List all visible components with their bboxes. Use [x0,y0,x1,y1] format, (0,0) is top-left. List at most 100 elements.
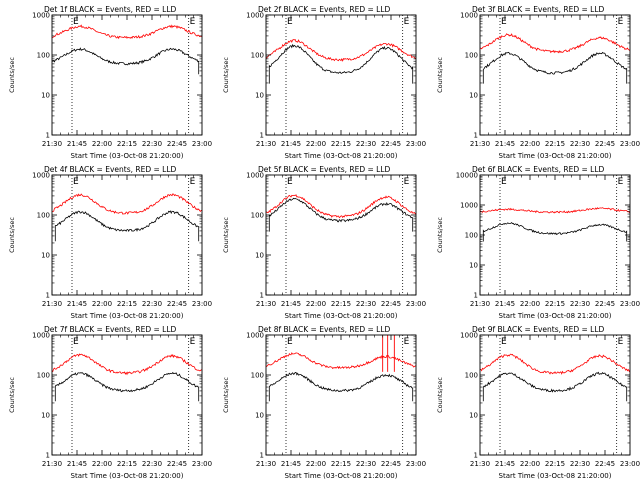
y-axis-label: Counts/sec [222,217,230,253]
y-tick-label: 1 [46,132,50,140]
x-tick-label: 23:00 [620,300,640,308]
panel-title: Det 4f BLACK = Events, RED = LLD [44,165,177,174]
series-events-line [268,372,414,402]
y-tick-label: 10 [469,262,478,270]
y-tick-label: 10 [255,252,264,260]
x-tick-label: 22:45 [595,460,615,468]
x-tick-label: 21:45 [495,140,515,148]
x-tick-label: 21:45 [281,140,301,148]
detector-panel-7: Det 7f BLACK = Events, RED = LLD Counts/s… [8,325,212,480]
x-tick-label: 21:30 [470,460,490,468]
x-tick-label: 22:45 [167,460,187,468]
x-tick-label: 22:15 [545,300,565,308]
y-tick-label: 100 [37,372,50,380]
x-tick-label: 21:30 [42,300,62,308]
x-tick-label: 22:00 [520,460,540,468]
x-tick-label: 22:30 [356,460,376,468]
plot-frame [51,14,203,136]
x-tick-label: 22:15 [331,460,351,468]
y-tick-label: 1 [474,292,478,300]
x-tick-label: 21:30 [256,300,276,308]
x-tick-label: 22:30 [356,140,376,148]
plot-frame [51,334,203,456]
x-tick-label: 21:30 [42,140,62,148]
x-tick-label: 22:00 [92,300,112,308]
x-tick-label: 21:45 [67,460,87,468]
series-lld-line [52,193,202,215]
y-tick-label: 1 [260,132,264,140]
plot-frame [265,334,417,456]
series-lld-line [480,33,630,54]
x-tick-label: 22:45 [595,300,615,308]
x-tick-label: 22:30 [570,300,590,308]
e-marker-label: E [501,337,507,347]
e-marker-label: E [287,337,293,347]
detector-panel-3: Det 3f BLACK = Events, RED = LLD Counts/s… [436,5,640,160]
y-tick-label: 10 [255,92,264,100]
series-lld-line [480,353,630,375]
x-tick-label: 23:00 [192,140,212,148]
x-tick-label: 22:30 [142,300,162,308]
x-tick-label: 22:45 [381,140,401,148]
y-tick-label: 1 [474,452,478,460]
y-tick-label: 1 [260,452,264,460]
series-events-line [54,371,200,402]
y-tick-label: 100 [465,372,478,380]
x-tick-label: 22:00 [520,140,540,148]
x-axis-label: Start Time (03-Oct-08 21:20:00) [499,312,612,320]
e-marker-label: E [618,17,624,27]
e-marker-label: E [287,177,293,187]
panel-title: Det 5f BLACK = Events, RED = LLD [258,165,391,174]
x-tick-label: 22:15 [117,140,137,148]
x-tick-label: 22:00 [520,300,540,308]
e-marker-label: E [404,17,410,27]
x-tick-label: 23:00 [192,300,212,308]
y-tick-label: 100 [37,52,50,60]
y-axis-label: Counts/sec [436,57,444,93]
x-axis-label: Start Time (03-Oct-08 21:20:00) [71,472,184,480]
detector-panel-8: Det 8f BLACK = Events, RED = LLD Counts/s… [222,325,426,480]
series-events-line [268,197,414,232]
y-tick-label: 1000 [246,12,264,20]
x-tick-label: 22:30 [142,140,162,148]
x-axis-label: Start Time (03-Oct-08 21:20:00) [285,472,398,480]
y-tick-label: 100 [251,212,264,220]
x-tick-label: 22:15 [117,460,137,468]
detector-panel-1: Det 1f BLACK = Events, RED = LLD Counts/s… [8,5,212,160]
series-events-line [482,222,628,242]
y-tick-label: 10 [41,252,50,260]
x-tick-label: 22:30 [570,140,590,148]
y-tick-label: 10 [469,412,478,420]
detector-panel-9: Det 9f BLACK = Events, RED = LLD Counts/s… [436,325,640,480]
y-tick-label: 10 [41,412,50,420]
series-events-line [52,47,200,75]
y-tick-label: 10000 [456,172,478,180]
y-axis-label: Counts/sec [8,217,16,253]
panel-title: Det 3f BLACK = Events, RED = LLD [472,5,605,14]
e-marker-label: E [73,337,79,347]
series-lld-line [266,38,416,62]
series-events-line [482,371,628,402]
x-tick-label: 21:45 [67,140,87,148]
x-tick-label: 21:30 [42,460,62,468]
x-axis-label: Start Time (03-Oct-08 21:20:00) [71,312,184,320]
panel-title: Det 9f BLACK = Events, RED = LLD [472,325,605,334]
x-tick-label: 22:30 [356,300,376,308]
detector-panel-4: Det 4f BLACK = Events, RED = LLD Counts/s… [8,165,212,320]
x-tick-label: 21:30 [256,140,276,148]
detector-panel-5: Det 5f BLACK = Events, RED = LLD Counts/s… [222,165,426,320]
x-tick-label: 22:45 [167,300,187,308]
y-tick-label: 10 [469,92,478,100]
y-tick-label: 100 [465,232,478,240]
e-marker-label: E [190,17,196,27]
y-tick-label: 1 [46,292,50,300]
x-axis-label: Start Time (03-Oct-08 21:20:00) [499,152,612,160]
y-tick-label: 1000 [246,172,264,180]
x-tick-label: 22:00 [306,460,326,468]
x-axis-label: Start Time (03-Oct-08 21:20:00) [499,472,612,480]
y-tick-label: 1 [474,132,478,140]
x-tick-label: 23:00 [620,140,640,148]
x-tick-label: 23:00 [406,140,426,148]
x-tick-label: 21:30 [470,140,490,148]
